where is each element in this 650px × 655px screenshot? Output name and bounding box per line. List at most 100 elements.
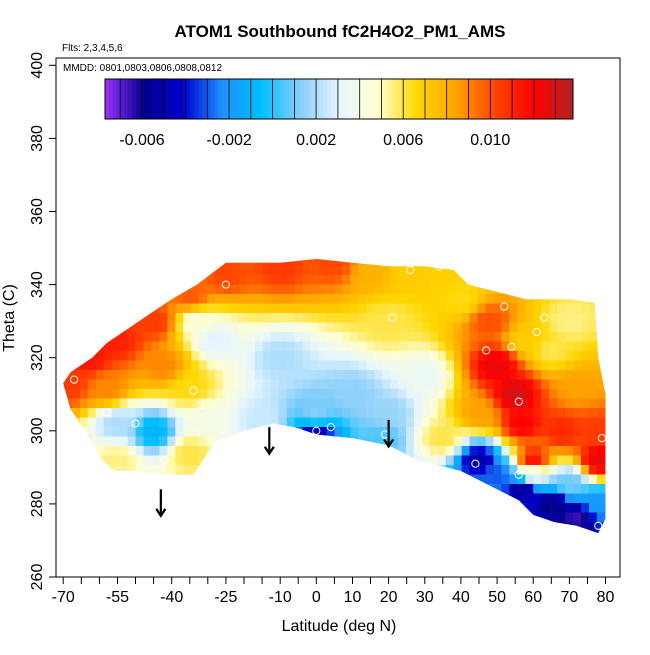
heatmap-cell [254,454,264,465]
heatmap-cell [525,426,534,437]
heatmap-cell [461,259,471,266]
heatmap-cell [429,483,439,494]
heatmap-cell [127,331,137,342]
heatmap-cell [294,388,304,399]
heatmap-cell [215,274,224,285]
heatmap-cell [445,283,455,294]
heatmap-cell [334,369,343,380]
heatmap-cell [565,369,574,380]
heatmap-cell [382,274,391,285]
colorbar-segment [253,79,258,119]
heatmap-cell [175,264,184,275]
heatmap-cell [326,246,335,256]
heatmap-cell [533,426,542,437]
heatmap-cell [127,293,137,304]
heatmap-cell [64,246,73,256]
heatmap-cell [406,259,415,266]
heatmap-cell [262,454,272,465]
heatmap-cell [390,435,399,446]
heatmap-cell [461,426,471,437]
heatmap-cell [358,378,367,389]
heatmap-cell [119,350,129,361]
heatmap-cell [477,359,487,370]
heatmap-cell [159,274,168,285]
heatmap-cell [517,416,526,427]
heatmap-cell [119,435,129,446]
heatmap-cell [199,407,208,418]
heatmap-cell [246,302,256,313]
heatmap-cell [517,359,526,370]
heatmap-cell [95,350,105,361]
heatmap-cell [549,321,558,332]
heatmap-cell [167,331,176,342]
heatmap-cell [119,388,129,399]
heatmap-cell [453,274,463,285]
heatmap-cell [382,416,391,427]
heatmap-cell [557,312,566,323]
heatmap-cell [382,397,391,408]
heatmap-cell [183,350,192,361]
heatmap-cell [135,397,145,408]
heatmap-cell [533,293,542,304]
colorbar-segment [385,79,391,119]
heatmap-cell [477,350,487,361]
heatmap-cell [111,388,121,399]
heatmap-cell [71,321,81,332]
heatmap-cell [159,426,168,437]
heatmap-cell [191,445,200,456]
heatmap-cell [302,397,312,408]
colorbar-segment [323,79,328,119]
heatmap-cell [318,454,328,465]
heatmap-cell [87,359,97,370]
heatmap-cell [366,464,375,475]
heatmap-field [63,246,606,534]
colorbar-segment [257,79,262,119]
heatmap-cell [461,283,471,294]
heatmap-cell [358,397,367,408]
heatmap-cell [191,521,200,532]
heatmap-cell [549,426,558,437]
heatmap-cell [326,416,335,427]
x-tick-label: -40 [160,589,183,606]
heatmap-cell [525,302,534,313]
heatmap-cell [573,530,582,534]
sample-markers [70,262,607,530]
heatmap-cell [557,283,566,294]
heatmap-cell [588,264,598,275]
heatmap-cell [310,369,320,380]
heatmap-cell [588,274,598,285]
heatmap-cell [79,264,89,275]
heatmap-cell [541,426,550,437]
heatmap-cell [517,435,526,446]
heatmap-cell [87,454,97,465]
heatmap-cell [549,312,558,323]
heatmap-cell [366,378,375,389]
heatmap-cell [207,312,216,323]
heatmap-cell [350,264,359,275]
heatmap-cell [246,378,256,389]
heatmap-cell [302,483,312,494]
heatmap-cell [111,407,121,418]
colorbar-segment [186,79,192,119]
heatmap-cell [111,464,121,475]
heatmap-cell [509,454,518,465]
heatmap-cell [350,502,359,513]
heatmap-cell [238,274,248,285]
heatmap-cell [318,426,328,437]
heatmap-cell [175,454,184,465]
heatmap-cell [453,359,463,370]
heatmap-cell [533,321,542,332]
heatmap-cell [565,483,574,494]
colorbar-segment [339,79,344,119]
heatmap-cell [87,321,97,332]
heatmap-cell [581,530,590,534]
heatmap-cell [151,246,160,256]
y-tick-label: 340 [29,271,46,298]
heatmap-cell [485,321,495,332]
heatmap-cell [445,511,455,522]
heatmap-cell [445,312,455,323]
heatmap-cell [477,473,487,484]
heatmap-cell [469,302,479,313]
heatmap-cell [135,435,145,446]
heatmap-cell [286,483,296,494]
